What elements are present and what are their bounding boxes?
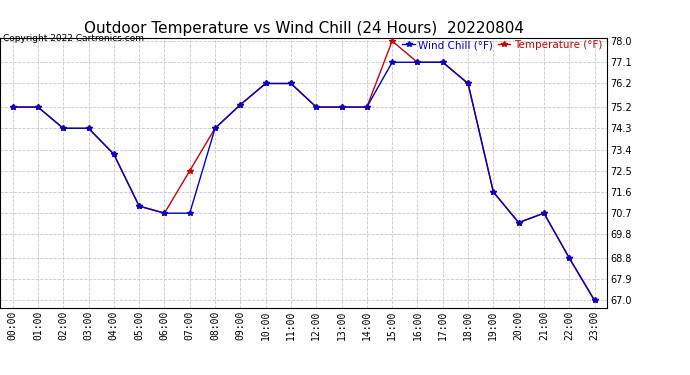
Wind Chill (°F) [464, 81, 472, 86]
Temperature (°F) [439, 60, 447, 64]
Wind Chill (°F) [160, 211, 168, 215]
Wind Chill (°F) [565, 256, 573, 260]
Temperature (°F) [464, 81, 472, 86]
Wind Chill (°F) [8, 105, 17, 110]
Wind Chill (°F) [515, 220, 523, 225]
Temperature (°F) [236, 102, 244, 107]
Wind Chill (°F) [135, 204, 144, 209]
Wind Chill (°F) [186, 211, 194, 215]
Temperature (°F) [186, 168, 194, 173]
Temperature (°F) [34, 105, 42, 110]
Wind Chill (°F) [312, 105, 320, 110]
Text: Copyright 2022 Cartronics.com: Copyright 2022 Cartronics.com [3, 34, 144, 43]
Temperature (°F) [110, 152, 118, 156]
Wind Chill (°F) [59, 126, 68, 130]
Wind Chill (°F) [591, 298, 599, 303]
Legend: Wind Chill (°F), Temperature (°F): Wind Chill (°F), Temperature (°F) [402, 40, 602, 50]
Line: Wind Chill (°F): Wind Chill (°F) [10, 60, 598, 303]
Wind Chill (°F) [388, 60, 396, 64]
Wind Chill (°F) [262, 81, 270, 86]
Wind Chill (°F) [84, 126, 92, 130]
Line: Temperature (°F): Temperature (°F) [10, 38, 598, 303]
Wind Chill (°F) [363, 105, 371, 110]
Temperature (°F) [591, 298, 599, 303]
Wind Chill (°F) [236, 102, 244, 107]
Temperature (°F) [363, 105, 371, 110]
Wind Chill (°F) [34, 105, 42, 110]
Temperature (°F) [388, 39, 396, 43]
Wind Chill (°F) [413, 60, 422, 64]
Temperature (°F) [312, 105, 320, 110]
Title: Outdoor Temperature vs Wind Chill (24 Hours)  20220804: Outdoor Temperature vs Wind Chill (24 Ho… [83, 21, 524, 36]
Temperature (°F) [262, 81, 270, 86]
Wind Chill (°F) [287, 81, 295, 86]
Temperature (°F) [135, 204, 144, 209]
Temperature (°F) [489, 190, 497, 194]
Temperature (°F) [337, 105, 346, 110]
Wind Chill (°F) [489, 190, 497, 194]
Temperature (°F) [413, 60, 422, 64]
Temperature (°F) [540, 211, 548, 215]
Temperature (°F) [160, 211, 168, 215]
Wind Chill (°F) [337, 105, 346, 110]
Wind Chill (°F) [211, 126, 219, 130]
Wind Chill (°F) [540, 211, 548, 215]
Wind Chill (°F) [110, 152, 118, 156]
Temperature (°F) [515, 220, 523, 225]
Temperature (°F) [211, 126, 219, 130]
Temperature (°F) [84, 126, 92, 130]
Temperature (°F) [59, 126, 68, 130]
Temperature (°F) [8, 105, 17, 110]
Wind Chill (°F) [439, 60, 447, 64]
Temperature (°F) [565, 256, 573, 260]
Temperature (°F) [287, 81, 295, 86]
